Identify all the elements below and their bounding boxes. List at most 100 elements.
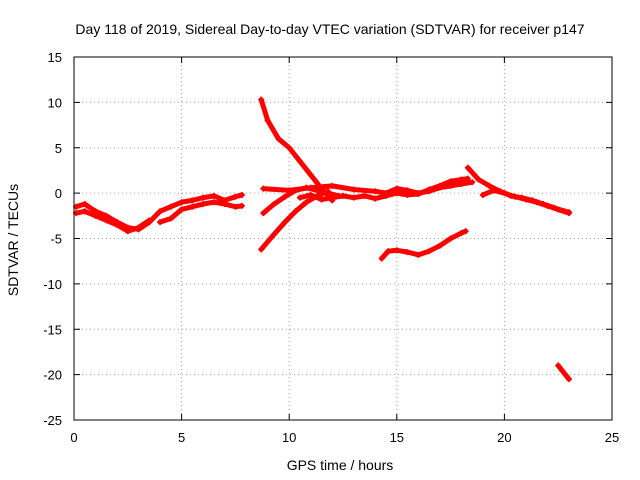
data-point bbox=[404, 249, 411, 256]
data-point bbox=[340, 192, 346, 199]
data-point bbox=[92, 212, 99, 219]
data-point bbox=[372, 195, 379, 202]
data-point bbox=[210, 192, 217, 199]
data-point bbox=[415, 251, 422, 258]
data-point bbox=[555, 362, 562, 369]
data-point bbox=[81, 208, 88, 215]
data-point bbox=[178, 199, 185, 206]
data-point bbox=[146, 217, 153, 224]
y-tick-label: -10 bbox=[43, 277, 62, 292]
data-point bbox=[329, 194, 336, 201]
data-point bbox=[167, 215, 174, 222]
x-tick-label: 10 bbox=[282, 430, 296, 445]
x-tick-label: 25 bbox=[605, 430, 619, 445]
data-point bbox=[329, 182, 336, 189]
data-point bbox=[232, 203, 239, 210]
data-point bbox=[271, 201, 278, 208]
y-tick-label: -20 bbox=[43, 368, 62, 383]
data-point bbox=[426, 186, 433, 193]
data-point bbox=[555, 206, 562, 213]
data-point bbox=[238, 191, 245, 198]
data-point bbox=[307, 184, 314, 191]
data-point bbox=[462, 228, 469, 235]
data-point bbox=[258, 96, 265, 103]
data-point bbox=[383, 192, 390, 199]
data-point bbox=[200, 201, 207, 208]
data-point bbox=[324, 190, 331, 197]
data-point bbox=[436, 182, 443, 189]
data-point bbox=[81, 201, 88, 208]
data-point bbox=[464, 164, 471, 171]
data-series-arc-12 bbox=[555, 363, 572, 382]
data-point bbox=[103, 217, 110, 224]
data-point bbox=[372, 188, 379, 195]
data-point bbox=[378, 255, 385, 262]
data-point bbox=[157, 219, 164, 226]
data-point bbox=[512, 193, 519, 200]
data-point bbox=[221, 201, 228, 208]
data-point bbox=[544, 202, 551, 209]
data-point bbox=[458, 230, 465, 237]
data-point bbox=[565, 210, 572, 217]
data-point bbox=[264, 117, 271, 124]
data-point bbox=[464, 175, 471, 182]
data-point bbox=[189, 197, 196, 204]
data-point bbox=[238, 202, 245, 209]
data-point bbox=[268, 233, 275, 240]
chart-title: Day 118 of 2019, Sidereal Day-to-day VTE… bbox=[75, 21, 584, 37]
x-tick-label: 0 bbox=[70, 430, 77, 445]
x-axis-label: GPS time / hours bbox=[287, 457, 394, 473]
data-point bbox=[447, 178, 454, 185]
data-layer bbox=[73, 96, 572, 383]
y-tick-label: -25 bbox=[43, 413, 62, 428]
data-point bbox=[404, 191, 411, 198]
data-point bbox=[361, 192, 368, 199]
data-point bbox=[490, 187, 497, 194]
x-tick-label: 5 bbox=[178, 430, 185, 445]
y-tick-label: 15 bbox=[48, 50, 62, 65]
data-point bbox=[210, 199, 217, 206]
data-point bbox=[458, 176, 465, 183]
data-point bbox=[281, 193, 288, 200]
data-point bbox=[281, 219, 288, 226]
y-tick-label: 0 bbox=[55, 186, 62, 201]
data-point bbox=[533, 199, 540, 206]
data-point bbox=[501, 190, 508, 197]
data-point bbox=[565, 376, 572, 383]
y-tick-label: -15 bbox=[43, 322, 62, 337]
data-point bbox=[260, 185, 267, 192]
data-point bbox=[260, 210, 267, 217]
x-tick-label: 20 bbox=[497, 430, 511, 445]
data-point bbox=[415, 191, 422, 198]
data-point bbox=[303, 199, 310, 206]
data-point bbox=[157, 208, 164, 215]
data-point bbox=[350, 194, 357, 201]
data-point bbox=[479, 191, 486, 198]
data-point bbox=[258, 246, 265, 253]
data-point bbox=[167, 203, 174, 210]
data-point bbox=[522, 196, 529, 203]
tick-layer: 0 5 10 15 20 25 -25 -20 -15 -10 -5 0 5 10 15 bbox=[43, 50, 619, 445]
data-point bbox=[486, 182, 493, 189]
data-point bbox=[286, 187, 293, 194]
y-tick-label: -5 bbox=[50, 232, 62, 247]
data-point bbox=[232, 193, 239, 200]
data-point bbox=[436, 242, 443, 249]
data-point bbox=[200, 194, 207, 201]
data-point bbox=[296, 158, 303, 165]
data-point bbox=[307, 191, 314, 198]
data-point bbox=[307, 171, 314, 178]
data-point bbox=[426, 248, 433, 255]
y-tick-label: 5 bbox=[55, 141, 62, 156]
data-point bbox=[135, 224, 142, 231]
x-tick-label: 15 bbox=[390, 430, 404, 445]
data-point bbox=[350, 186, 357, 193]
y-tick-label: 10 bbox=[48, 95, 62, 110]
y-axis-label: SDTVAR / TECUs bbox=[5, 184, 21, 296]
data-point bbox=[393, 190, 400, 197]
data-point bbox=[318, 196, 325, 203]
data-point bbox=[114, 221, 121, 228]
data-point bbox=[275, 135, 282, 142]
